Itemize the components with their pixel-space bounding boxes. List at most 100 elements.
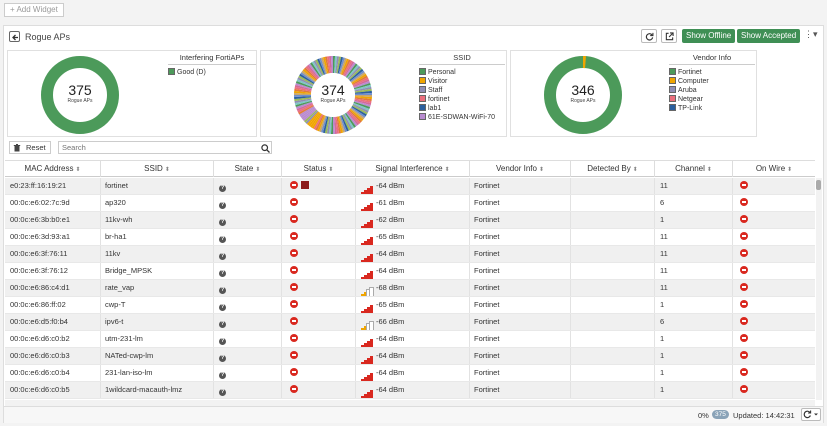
table-row[interactable]: e0:23:ff:16:19:21 fortinet? -64 dBm Fortin… [5, 178, 815, 195]
ssid-slice[interactable] [294, 86, 312, 92]
show-offline-button[interactable]: Show Offline [682, 29, 736, 43]
ssid-slice[interactable] [354, 92, 372, 95]
ssid-slice[interactable] [336, 56, 342, 74]
interfering-fortiaps-donut[interactable] [40, 55, 120, 135]
question-icon[interactable]: ? [219, 253, 226, 260]
column-header-state[interactable]: State ⬍ [214, 161, 282, 177]
ssid-slice[interactable] [308, 112, 321, 127]
ssid-slice[interactable] [352, 77, 369, 87]
question-icon[interactable]: ? [219, 372, 226, 379]
ssid-slice[interactable] [350, 72, 366, 84]
ssid-slice[interactable] [328, 56, 332, 74]
ssid-slice[interactable] [328, 116, 332, 134]
ssid-slice[interactable] [317, 115, 326, 132]
ssid-slice[interactable] [349, 68, 364, 82]
on-wire-icon[interactable] [740, 351, 748, 359]
ssid-slice[interactable] [294, 88, 312, 93]
ssid-slice[interactable] [300, 72, 316, 84]
horizontal-scrollbar[interactable] [5, 400, 815, 406]
show-accepted-button[interactable]: Show Accepted [737, 29, 801, 43]
ssid-slice[interactable] [315, 114, 325, 131]
ssid-slice[interactable] [313, 114, 324, 130]
question-icon[interactable]: ? [219, 185, 226, 192]
on-wire-icon[interactable] [740, 266, 748, 274]
table-row[interactable]: 00:0c:e6:3f:76:12 Bridge_MPSK? -64 dBm Fort… [5, 263, 815, 280]
rogue-status-icon[interactable] [290, 198, 298, 206]
ssid-slice[interactable] [308, 63, 321, 78]
ssid-slice[interactable] [354, 97, 372, 102]
question-icon[interactable]: ? [219, 219, 226, 226]
ssid-slice[interactable] [300, 106, 316, 118]
column-header-ssid[interactable]: SSID ⬍ [101, 161, 214, 177]
ssid-slice[interactable] [301, 107, 316, 120]
rogue-status-icon[interactable] [290, 181, 298, 189]
ssid-slice[interactable] [305, 110, 319, 124]
rogue-status-icon[interactable] [290, 334, 298, 342]
table-row[interactable]: 00:0c:e6:3f:76:11 11kv? -64 dBm Fortinet 11 [5, 246, 815, 263]
ssid-slice[interactable] [311, 113, 322, 129]
ssid-slice[interactable] [341, 114, 351, 131]
ssid-slice[interactable] [338, 115, 346, 133]
more-options-button[interactable]: ⋮▾ [804, 29, 818, 39]
rogue-status-icon[interactable] [290, 283, 298, 291]
ssid-slice[interactable] [294, 96, 312, 100]
question-icon[interactable]: ? [219, 202, 226, 209]
rogue-status-icon[interactable] [290, 351, 298, 359]
rogue-status-icon[interactable] [290, 232, 298, 240]
ssid-slice[interactable] [295, 100, 313, 108]
ssid-slice[interactable] [350, 106, 366, 118]
ssid-slice[interactable] [294, 99, 312, 106]
legend-item[interactable]: 61E-SDWAN-WiFi-70 [419, 113, 505, 122]
legend-item[interactable]: lab1 [419, 104, 505, 113]
ssid-slice[interactable] [333, 56, 336, 74]
ssid-slice[interactable] [330, 56, 333, 74]
ssid-slice[interactable] [337, 56, 344, 74]
refresh-button[interactable] [641, 29, 657, 43]
column-header-on-wire[interactable]: On Wire ⬍ [733, 161, 815, 177]
ssid-slice[interactable] [354, 95, 372, 98]
ssid-slice[interactable] [344, 62, 356, 78]
ssid-slice[interactable] [338, 57, 346, 75]
rogue-status-icon[interactable] [290, 317, 298, 325]
ssid-slice[interactable] [352, 103, 369, 113]
scrollbar-thumb[interactable] [816, 180, 821, 190]
ssid-slice[interactable] [322, 56, 329, 74]
ssid-slice[interactable] [345, 63, 358, 78]
column-header-signal[interactable]: Signal Interference ⬍ [356, 161, 470, 177]
ssid-slice[interactable] [354, 88, 372, 93]
ssid-slice[interactable] [352, 104, 368, 115]
ssid-slice[interactable] [294, 95, 312, 98]
on-wire-icon[interactable] [740, 232, 748, 240]
ssid-slice[interactable] [334, 116, 338, 134]
vendor-info-donut[interactable] [543, 55, 623, 135]
ssid-slice[interactable] [326, 116, 331, 134]
ssid-slice[interactable] [322, 116, 329, 134]
ssid-slice[interactable] [297, 103, 314, 113]
on-wire-icon[interactable] [740, 300, 748, 308]
ssid-slice[interactable] [350, 107, 365, 120]
ssid-slice[interactable] [294, 98, 312, 104]
ssid-slice[interactable] [294, 97, 312, 102]
ssid-slice[interactable] [354, 96, 372, 100]
reset-button[interactable]: Reset [9, 141, 51, 154]
legend-item[interactable]: Computer [669, 77, 755, 86]
ssid-slice[interactable] [324, 56, 330, 74]
question-icon[interactable]: ? [219, 321, 226, 328]
ssid-slice[interactable] [337, 116, 344, 134]
ssid-slice[interactable] [333, 116, 336, 134]
on-wire-icon[interactable] [740, 198, 748, 206]
rogue-status-icon[interactable] [290, 368, 298, 376]
rogue-status-icon[interactable] [290, 215, 298, 223]
ssid-slice[interactable] [339, 57, 347, 75]
rogue-status-icon[interactable] [290, 300, 298, 308]
ssid-slice[interactable] [353, 102, 370, 111]
search-input[interactable] [59, 142, 255, 153]
ssid-slice[interactable] [306, 111, 320, 126]
ssid-slice[interactable] [348, 67, 362, 81]
ssid-slice[interactable] [346, 64, 360, 79]
open-external-button[interactable] [661, 29, 677, 43]
question-icon[interactable]: ? [219, 270, 226, 277]
rogue-status-icon[interactable] [290, 385, 298, 393]
ssid-slice[interactable] [340, 58, 349, 75]
back-button[interactable] [9, 31, 20, 42]
